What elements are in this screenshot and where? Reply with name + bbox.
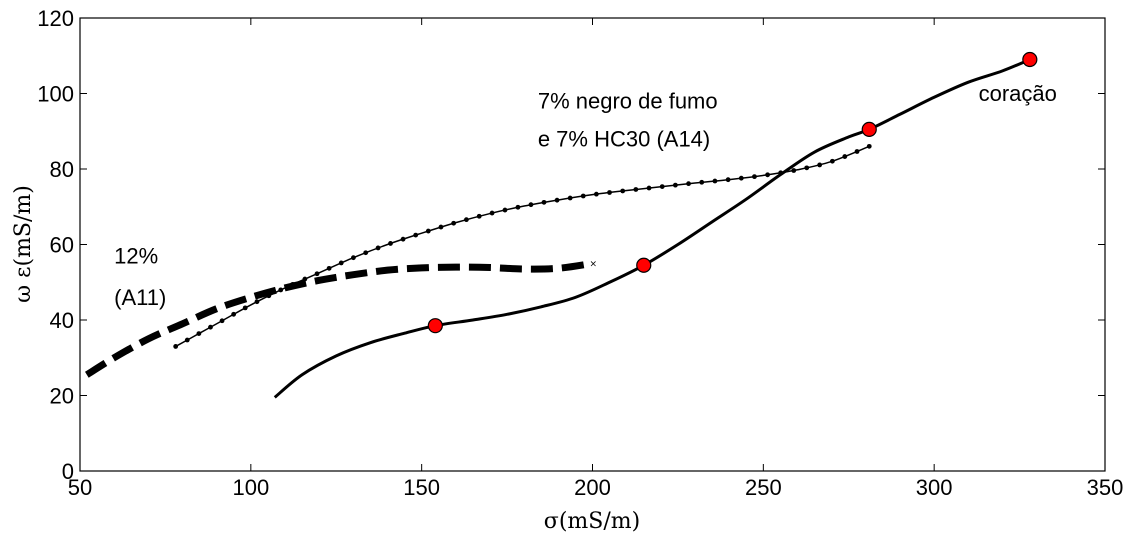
series-2-point xyxy=(173,344,179,349)
series-2-point xyxy=(231,311,237,317)
y-tick-label: 0 xyxy=(62,459,74,484)
series-2-point xyxy=(338,260,344,266)
series-2-point xyxy=(725,177,731,183)
series-2-point xyxy=(686,181,691,187)
y-tick-label: 20 xyxy=(50,384,74,409)
series-2-point xyxy=(425,228,431,234)
series-2-point xyxy=(254,299,260,305)
series-2-point xyxy=(196,331,202,337)
series-2-point xyxy=(672,182,678,188)
annotation-5: coração xyxy=(979,81,1057,106)
series-2-point xyxy=(791,168,797,173)
series-2-point xyxy=(451,220,457,226)
y-tick-label: 100 xyxy=(37,82,74,107)
y-axis-ticks: 0 20 40 60 80 100 120 xyxy=(37,6,1105,484)
series-2-point xyxy=(699,179,705,185)
plot-frame xyxy=(79,17,1106,472)
series-2-point xyxy=(489,210,495,216)
series-2-point xyxy=(266,293,272,299)
y-tick-label: 80 xyxy=(50,157,74,182)
series-2-point xyxy=(400,236,406,242)
series-line-1 xyxy=(84,259,594,378)
series-2-point xyxy=(463,217,469,223)
series-2-point xyxy=(866,143,872,149)
series-2-point xyxy=(633,187,639,192)
series-2-point xyxy=(752,174,757,180)
series-2-point xyxy=(712,178,718,184)
series-2-point xyxy=(607,190,612,195)
series-2-point xyxy=(184,337,190,343)
series-2-point xyxy=(765,172,770,178)
x-tick-label: 250 xyxy=(745,475,782,500)
highlight-point xyxy=(427,318,443,334)
annotation-layer: 12% (A11) 7% negro de fumo e 7% HC30 (A14) c… xyxy=(114,81,1057,310)
x-tick-label: 200 xyxy=(574,475,611,500)
series-2-point xyxy=(804,165,810,171)
series-2-point xyxy=(278,287,284,293)
series-2-point xyxy=(476,213,482,219)
series-2-point xyxy=(363,250,369,256)
marker-layer xyxy=(427,51,1038,334)
series-2-point xyxy=(375,245,381,251)
y-tick-label: 40 xyxy=(50,308,74,333)
x-tick-label: 50 xyxy=(68,475,92,500)
series-2-point xyxy=(620,188,626,194)
series-layer: × xyxy=(84,58,1031,399)
series-2-point xyxy=(314,271,320,277)
x-tick-label: 150 xyxy=(403,475,440,500)
x-axis-ticks: 50 100 150 200 250 300 350 xyxy=(68,18,1124,500)
series-2-point xyxy=(554,197,560,203)
series-2-point xyxy=(438,224,444,230)
series-2-point xyxy=(541,199,547,205)
y-tick-label: 120 xyxy=(37,6,74,31)
series-2-point xyxy=(351,255,356,261)
series-2-point xyxy=(290,281,296,287)
highlight-point xyxy=(1022,51,1038,68)
x-tick-label: 350 xyxy=(1087,475,1124,500)
series-2-point xyxy=(738,175,744,181)
annotation-1: 12% xyxy=(114,243,158,268)
series-line-2 xyxy=(175,145,870,348)
series-2-point xyxy=(593,191,599,197)
x-tick-label: 300 xyxy=(916,475,953,500)
series-2-point xyxy=(208,324,213,330)
series-2-point xyxy=(854,149,860,154)
annotation-3: 7% negro de fumo xyxy=(538,89,718,114)
series-2-point xyxy=(659,184,665,189)
highlight-point xyxy=(636,257,652,273)
y-tick-label: 60 xyxy=(50,233,74,258)
series-2-point xyxy=(219,318,225,324)
y-axis-label: ω ε(mS/m) xyxy=(11,185,36,303)
x-tick-label: 100 xyxy=(232,475,269,500)
series-1-end-marker: × xyxy=(590,259,598,269)
series-2-point xyxy=(646,185,652,191)
series-2-point xyxy=(413,232,419,238)
series-2-point xyxy=(326,265,332,271)
highlight-point xyxy=(861,121,877,137)
series-2-point xyxy=(842,154,848,159)
annotation-4: e 7% HC30 (A14) xyxy=(538,126,710,151)
series-2-point xyxy=(302,276,308,282)
series-2-point xyxy=(829,158,835,164)
x-axis-label: σ(mS/m) xyxy=(544,509,640,534)
series-2-point xyxy=(580,193,586,199)
series-2-point xyxy=(528,202,534,208)
annotation-2: (A11) xyxy=(114,285,166,310)
series-2-point xyxy=(817,162,823,168)
series-line-3 xyxy=(273,58,1031,399)
series-2-point xyxy=(502,207,508,213)
series-2-point xyxy=(515,204,521,210)
series-2-point xyxy=(388,241,393,246)
series-2-point xyxy=(242,305,248,311)
series-2-point xyxy=(567,195,573,201)
